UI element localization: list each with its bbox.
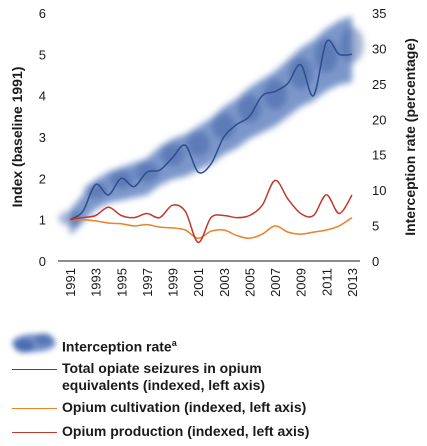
legend-item-production: Opium production (indexed, left axis) (0, 423, 427, 443)
interception-rate-point (289, 57, 313, 90)
legend-label-seizures: Total opiate seizures in opium equivalen… (62, 360, 266, 393)
right-tick-label: 25 (372, 77, 386, 92)
interception-swatch (12, 333, 56, 353)
x-tick-label: 1997 (140, 268, 155, 297)
production-swatch (12, 432, 57, 433)
x-tick-label: 2009 (294, 268, 309, 297)
left-axis-ticks: 0 1 2 3 4 5 6 (39, 6, 46, 269)
x-tick-label: 2005 (242, 268, 257, 297)
left-tick-label: 0 (39, 254, 46, 269)
x-tick-label: 2003 (217, 268, 232, 297)
right-tick-label: 35 (372, 6, 386, 21)
right-tick-label: 5 (372, 219, 379, 234)
legend-item-seizures: Total opiate seizures in opium equivalen… (0, 360, 427, 396)
seizures-swatch (12, 369, 57, 370)
series-line-opium-production (69, 179, 353, 244)
series-line-total-opiate (69, 39, 353, 221)
legend-label-cultivation: Opium cultivation (indexed, left axis) (62, 399, 307, 415)
right-tick-label: 20 (372, 112, 386, 127)
left-axis-title: Index (baseline 1991) (9, 67, 25, 208)
interception-rate-point (109, 170, 133, 189)
x-tick-label: 1999 (166, 268, 181, 297)
series-lines (69, 39, 353, 244)
legend-label-interception: Interception ratea (62, 338, 177, 355)
legend: Interception ratea Total opiate seizures… (0, 328, 427, 446)
x-tick-label: 2007 (268, 268, 283, 297)
right-tick-label: 30 (372, 41, 386, 56)
x-tick-label: 1993 (89, 268, 104, 297)
legend-label-production: Opium production (indexed, left axis) (62, 423, 310, 439)
interception-rate-point (58, 211, 82, 226)
right-tick-label: 10 (372, 183, 386, 198)
x-tick-label: 2011 (319, 268, 334, 296)
left-tick-label: 2 (39, 171, 46, 186)
cultivation-swatch (12, 408, 57, 409)
left-tick-label: 4 (39, 89, 46, 104)
interception-rate-point (237, 94, 261, 123)
left-tick-label: 6 (39, 6, 46, 21)
interception-rate-point (212, 113, 236, 140)
x-tick-label: 1995 (114, 268, 129, 297)
right-axis-ticks: 0 5 10 15 20 25 30 35 (372, 6, 386, 269)
interception-rate-point (340, 26, 364, 63)
series-line-opium-cultivation (69, 216, 353, 240)
interception-band (58, 16, 364, 236)
right-axis-title: Interception rate (percentage) (402, 38, 418, 236)
left-tick-label: 3 (39, 130, 46, 145)
left-tick-label: 1 (39, 213, 46, 228)
x-tick-label: 1991 (63, 268, 78, 297)
x-tick-label: 2001 (191, 268, 206, 297)
x-axis-ticks: 1991 1993 1995 1997 1999 2001 2003 2005 2007 2009… (63, 268, 360, 297)
interception-rate-area (70, 16, 352, 236)
legend-item-interception: Interception ratea (0, 328, 427, 360)
left-tick-label: 5 (39, 47, 46, 62)
legend-item-cultivation: Opium cultivation (indexed, left axis) (0, 399, 427, 419)
interception-rate-point (263, 79, 287, 110)
x-tick-label: 2013 (345, 268, 360, 297)
right-tick-label: 0 (372, 254, 379, 269)
right-tick-label: 15 (372, 148, 386, 163)
interception-rate-point (186, 132, 210, 157)
